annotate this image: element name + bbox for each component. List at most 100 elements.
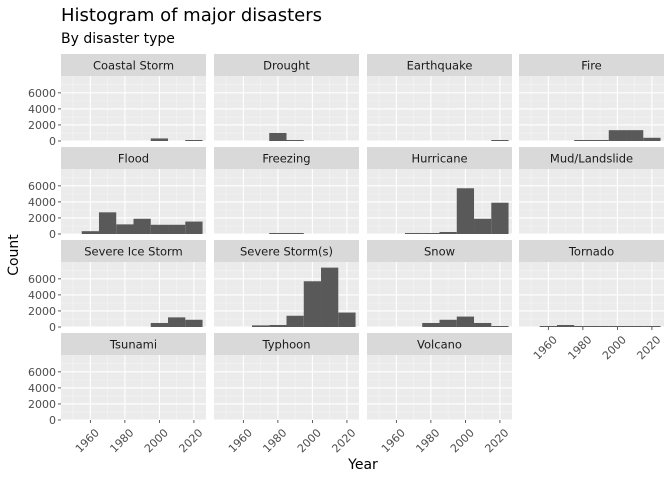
- facet-strip-label: Snow: [424, 245, 455, 259]
- facet-strip-label: Coastal Storm: [93, 59, 174, 73]
- histogram-bar: [404, 233, 423, 234]
- facet-strip-label: Typhoon: [262, 338, 311, 352]
- histogram-bar: [269, 324, 287, 327]
- facet-strip-label: Tornado: [568, 245, 614, 259]
- y-tick-label: 6000: [28, 366, 56, 379]
- histogram-bar: [133, 218, 151, 234]
- y-tick-label: 2000: [28, 398, 56, 411]
- facet-strip: [519, 240, 664, 262]
- facet-strip-label: Earthquake: [407, 59, 473, 73]
- histogram-bar: [474, 322, 492, 327]
- facet-strip: [367, 333, 512, 355]
- y-tick-label: 2000: [28, 305, 56, 318]
- facet-mud-landslide: Mud/Landslide: [519, 147, 664, 235]
- facet-strip: [61, 147, 206, 169]
- facet-freezing: Freezing: [214, 147, 359, 235]
- facet-strip-label: Severe Ice Storm: [84, 245, 182, 259]
- histogram-bar: [150, 322, 169, 327]
- histogram-bar: [321, 267, 339, 327]
- facet-coastal-storm: Coastal Storm 0 2000 4000 6000: [28, 54, 206, 148]
- histogram-bar: [286, 233, 304, 234]
- facet-strip: [519, 54, 664, 76]
- facet-hurricane: Hurricane: [367, 147, 512, 235]
- x-tick-label: 2000: [295, 426, 324, 455]
- x-axis-title: Year: [347, 457, 378, 473]
- histogram-bar: [439, 231, 457, 234]
- x-tick-label: 2000: [142, 426, 171, 455]
- y-tick-label: 0: [49, 228, 56, 241]
- histogram-bar: [116, 224, 134, 234]
- facet-strip: [519, 147, 664, 169]
- histogram-bar: [338, 312, 356, 327]
- facet-typhoon: Typhoon 1960 1980 2000 2020: [214, 333, 359, 455]
- x-tick-label: 1960: [73, 426, 102, 455]
- x-tick-label: 1980: [565, 333, 594, 362]
- histogram-bar: [626, 130, 644, 141]
- histogram-bar: [491, 202, 509, 234]
- histogram-bar: [643, 326, 661, 327]
- histogram-bar: [643, 137, 661, 141]
- histogram-bar: [591, 326, 609, 327]
- facet-strip-label: Fire: [581, 59, 602, 73]
- facet-strip-label: Freezing: [262, 152, 310, 166]
- facet-tornado: Tornado 1960 1980 2000 2020: [519, 240, 664, 362]
- y-tick-label: 4000: [28, 289, 56, 302]
- facet-strip: [61, 333, 206, 355]
- facet-severe-storm-s: Severe Storm(s): [214, 240, 359, 328]
- y-tick-label: 0: [49, 135, 56, 148]
- facet-volcano: Volcano 1960 1980 2000 2020: [367, 333, 512, 455]
- facet-fire: Fire: [519, 54, 664, 142]
- facet-severe-ice-storm: Severe Ice Storm 0 2000 4000 6000: [28, 240, 206, 334]
- histogram-bar: [539, 326, 557, 327]
- histogram-bar: [150, 138, 169, 141]
- histogram-bar: [456, 188, 475, 234]
- y-tick-label: 4000: [28, 196, 56, 209]
- histogram-bar: [422, 233, 440, 234]
- histogram-bar: [626, 326, 644, 327]
- y-tick-label: 6000: [28, 273, 56, 286]
- x-tick-label: 2000: [600, 333, 629, 362]
- y-tick-label: 6000: [28, 87, 56, 100]
- histogram-bar: [574, 140, 592, 141]
- y-axis-title: Count: [6, 234, 22, 276]
- histogram-bar: [491, 326, 509, 327]
- facet-strip: [214, 147, 359, 169]
- y-tick-label: 4000: [28, 382, 56, 395]
- histogram-bar: [286, 315, 304, 327]
- histogram-bar: [185, 319, 203, 327]
- histogram-bar: [168, 317, 186, 327]
- histogram-bar: [491, 140, 509, 141]
- facet-strip: [367, 147, 512, 169]
- chart-subtitle: By disaster type: [61, 31, 175, 47]
- histogram-bar: [608, 326, 627, 327]
- histogram-bar: [556, 324, 575, 327]
- histogram-bar: [608, 130, 627, 141]
- histogram-bar: [456, 316, 475, 327]
- facet-strip: [61, 240, 206, 262]
- histogram-bar: [574, 326, 592, 327]
- x-tick-label: 1980: [107, 426, 136, 455]
- histogram-bar: [185, 140, 203, 141]
- histogram-bar: [185, 221, 203, 234]
- facet-strip: [214, 240, 359, 262]
- histogram-bar: [168, 224, 186, 234]
- facet-strip: [367, 54, 512, 76]
- facet-strip-label: Drought: [263, 59, 310, 73]
- facet-strip-label: Volcano: [417, 338, 462, 352]
- histogram-bar: [474, 218, 492, 234]
- x-tick-label: 2020: [329, 426, 358, 455]
- histogram-bar: [303, 281, 322, 327]
- x-tick-label: 1980: [260, 426, 289, 455]
- histogram-bar: [98, 212, 117, 234]
- histogram-bar: [269, 132, 287, 141]
- y-tick-label: 0: [49, 414, 56, 427]
- facet-strip: [214, 333, 359, 355]
- x-tick-label: 1960: [379, 426, 408, 455]
- facet-drought: Drought: [214, 54, 359, 142]
- facet-earthquake: Earthquake: [367, 54, 512, 142]
- facet-strip: [367, 240, 512, 262]
- x-tick-label: 1980: [413, 426, 442, 455]
- chart-title: Histogram of major disasters: [61, 5, 322, 26]
- histogram-bar: [150, 224, 169, 234]
